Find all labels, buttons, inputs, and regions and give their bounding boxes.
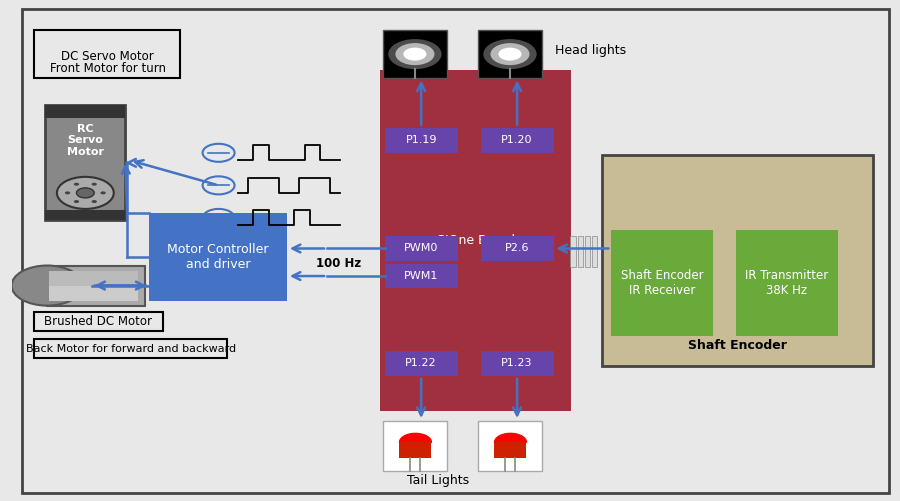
Circle shape [499, 48, 521, 61]
Circle shape [395, 43, 435, 65]
FancyBboxPatch shape [735, 230, 838, 336]
Text: RC
Servo
Motor: RC Servo Motor [67, 124, 104, 157]
FancyBboxPatch shape [384, 264, 457, 288]
FancyBboxPatch shape [34, 30, 180, 78]
Text: PWM0: PWM0 [404, 243, 438, 254]
FancyBboxPatch shape [571, 236, 576, 267]
Circle shape [92, 200, 97, 203]
FancyBboxPatch shape [481, 236, 554, 261]
Circle shape [74, 183, 79, 186]
Text: Front Motor for turn: Front Motor for turn [50, 62, 166, 75]
FancyBboxPatch shape [578, 236, 583, 267]
Circle shape [483, 39, 536, 69]
FancyBboxPatch shape [34, 312, 163, 331]
Circle shape [388, 39, 442, 69]
Text: DC Servo Motor: DC Servo Motor [61, 50, 154, 63]
FancyBboxPatch shape [611, 230, 714, 336]
FancyBboxPatch shape [481, 351, 554, 376]
FancyBboxPatch shape [384, 351, 457, 376]
FancyBboxPatch shape [494, 442, 526, 458]
FancyBboxPatch shape [384, 128, 457, 153]
Text: Shaft Encoder: Shaft Encoder [688, 339, 788, 352]
Text: Back Motor for forward and backward: Back Motor for forward and backward [25, 344, 236, 354]
Text: P1.20: P1.20 [501, 135, 533, 145]
FancyBboxPatch shape [384, 236, 457, 261]
FancyBboxPatch shape [45, 105, 125, 118]
Circle shape [92, 183, 97, 186]
Text: Head lights: Head lights [555, 44, 626, 57]
Text: SJOne Board: SJOne Board [436, 234, 515, 247]
Circle shape [491, 43, 529, 65]
FancyBboxPatch shape [49, 271, 138, 286]
Text: IR Transmitter
38K Hz: IR Transmitter 38K Hz [745, 269, 828, 297]
FancyBboxPatch shape [478, 30, 542, 78]
Text: PWM1: PWM1 [404, 271, 438, 281]
FancyBboxPatch shape [602, 155, 873, 366]
Text: Brushed DC Motor: Brushed DC Motor [44, 315, 152, 328]
FancyBboxPatch shape [49, 271, 138, 301]
FancyBboxPatch shape [149, 213, 287, 301]
FancyBboxPatch shape [381, 70, 572, 411]
Circle shape [101, 191, 106, 194]
Circle shape [12, 266, 83, 306]
FancyBboxPatch shape [34, 339, 228, 358]
Text: 100 Hz: 100 Hz [316, 257, 361, 270]
Circle shape [74, 200, 79, 203]
Text: P2.6: P2.6 [505, 243, 529, 254]
Circle shape [76, 188, 94, 198]
FancyBboxPatch shape [382, 30, 447, 78]
FancyBboxPatch shape [45, 105, 125, 220]
FancyBboxPatch shape [399, 442, 431, 458]
Text: Tail Lights: Tail Lights [407, 474, 469, 487]
FancyBboxPatch shape [22, 9, 889, 493]
Text: P1.23: P1.23 [501, 358, 533, 368]
Circle shape [65, 191, 70, 194]
FancyBboxPatch shape [45, 210, 125, 220]
FancyBboxPatch shape [382, 421, 447, 471]
FancyBboxPatch shape [585, 236, 590, 267]
Text: P1.19: P1.19 [405, 135, 436, 145]
FancyBboxPatch shape [478, 421, 542, 471]
FancyBboxPatch shape [47, 266, 145, 306]
Text: P1.22: P1.22 [405, 358, 437, 368]
Circle shape [403, 48, 427, 61]
Circle shape [57, 177, 113, 209]
FancyBboxPatch shape [481, 128, 554, 153]
FancyBboxPatch shape [591, 236, 597, 267]
Text: Shaft Encoder
IR Receiver: Shaft Encoder IR Receiver [621, 269, 704, 297]
Text: Motor Controller
and driver: Motor Controller and driver [167, 243, 269, 271]
